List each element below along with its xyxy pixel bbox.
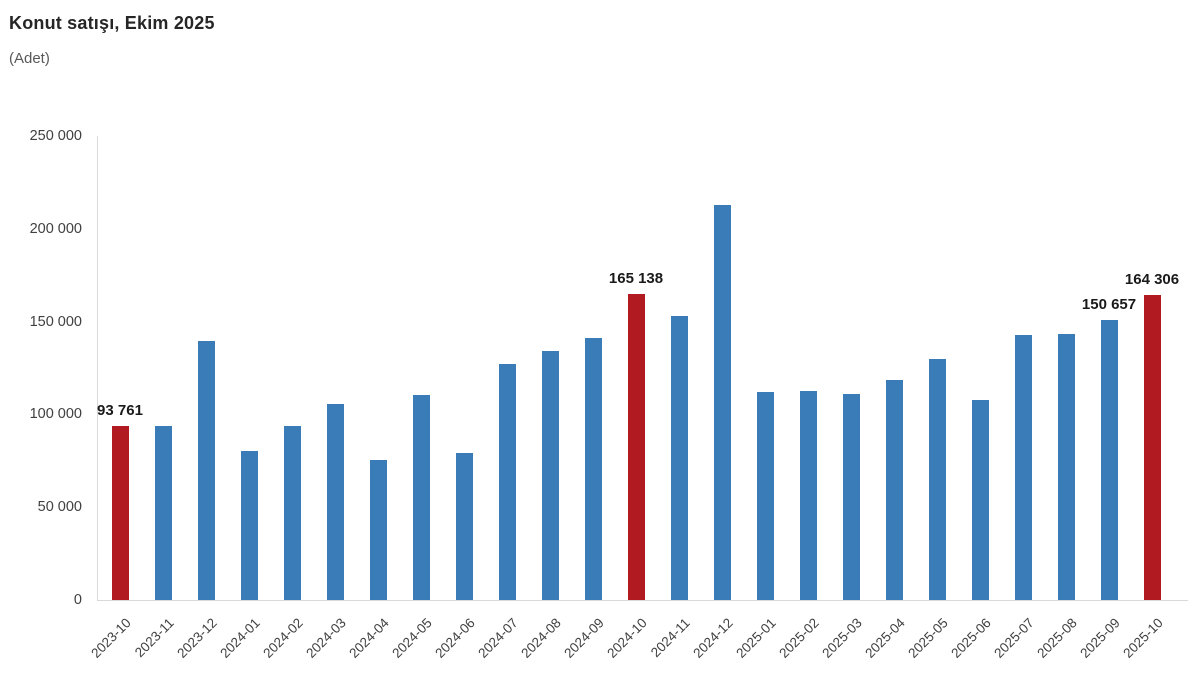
bar-2025-05 bbox=[928, 358, 946, 600]
y-tick-label: 50 000 bbox=[37, 499, 82, 516]
bar-2024-11 bbox=[670, 316, 688, 600]
bar-2024-02 bbox=[283, 425, 301, 600]
x-axis-baseline bbox=[97, 600, 1188, 601]
x-tick-label: 2024-03 bbox=[303, 615, 350, 661]
x-tick-label: 2025-01 bbox=[733, 615, 780, 661]
bar-2024-12 bbox=[713, 205, 731, 600]
bar-2023-11 bbox=[154, 426, 172, 600]
bar-value-label: 164 306 bbox=[1124, 271, 1180, 289]
bar-2024-05 bbox=[412, 394, 430, 600]
chart-title: Konut satışı, Ekim 2025 bbox=[9, 13, 215, 33]
bar-2024-08 bbox=[541, 351, 559, 600]
x-tick-label: 2024-01 bbox=[217, 615, 264, 661]
x-tick-label: 2024-07 bbox=[475, 615, 522, 661]
x-tick-label: 2025-05 bbox=[905, 615, 952, 661]
bar-2025-10 bbox=[1143, 295, 1161, 600]
bar-2023-10 bbox=[111, 425, 129, 600]
x-tick-label: 2024-06 bbox=[432, 615, 479, 661]
x-tick-label: 2025-10 bbox=[1120, 615, 1167, 661]
x-tick-label: 2023-12 bbox=[174, 615, 221, 661]
bar-2025-04 bbox=[885, 380, 903, 600]
x-tick-label: 2024-05 bbox=[389, 615, 436, 661]
y-tick-label: 0 bbox=[73, 592, 82, 608]
x-tick-label: 2025-04 bbox=[862, 615, 909, 661]
y-tick-label: 200 000 bbox=[29, 220, 82, 237]
chart-unit-subtitle: (Adet) bbox=[9, 50, 50, 67]
bar-2025-06 bbox=[971, 400, 989, 600]
bar-2024-07 bbox=[498, 364, 516, 600]
bar-2025-03 bbox=[842, 394, 860, 600]
bar-2024-09 bbox=[584, 338, 602, 600]
x-tick-label: 2025-02 bbox=[776, 615, 823, 661]
bar-2023-12 bbox=[197, 341, 215, 600]
y-tick-label: 100 000 bbox=[29, 406, 82, 423]
bar-2024-06 bbox=[455, 452, 473, 600]
x-tick-label: 2024-11 bbox=[648, 615, 694, 661]
bar-2025-02 bbox=[799, 390, 817, 600]
x-tick-label: 2024-12 bbox=[690, 615, 737, 661]
bar-2024-04 bbox=[369, 459, 387, 600]
bar-2024-10 bbox=[627, 293, 645, 600]
bar-value-label: 150 657 bbox=[1081, 296, 1137, 314]
bar-2025-07 bbox=[1014, 334, 1032, 600]
y-axis-line bbox=[97, 136, 98, 600]
y-tick-label: 150 000 bbox=[29, 313, 82, 330]
x-tick-label: 2025-07 bbox=[991, 615, 1038, 661]
y-tick-label: 250 000 bbox=[29, 128, 82, 144]
bar-2025-08 bbox=[1057, 333, 1075, 600]
x-tick-label: 2025-03 bbox=[819, 615, 866, 661]
x-tick-label: 2024-10 bbox=[604, 615, 651, 661]
x-tick-label: 2025-06 bbox=[948, 615, 995, 661]
x-tick-label: 2024-09 bbox=[561, 615, 608, 661]
bar-2024-03 bbox=[326, 404, 344, 600]
bar-2025-01 bbox=[756, 391, 774, 600]
x-tick-label: 2023-10 bbox=[88, 615, 135, 661]
bar-value-label: 93 761 bbox=[97, 401, 143, 419]
bar-2024-01 bbox=[240, 450, 258, 600]
bar-value-label: 165 138 bbox=[608, 269, 664, 287]
x-tick-label: 2025-08 bbox=[1034, 615, 1081, 661]
x-tick-label: 2024-02 bbox=[260, 615, 307, 661]
x-tick-label: 2024-04 bbox=[346, 615, 393, 661]
bar-2025-09 bbox=[1100, 320, 1118, 600]
x-tick-label: 2023-11 bbox=[132, 615, 178, 661]
x-tick-label: 2024-08 bbox=[518, 615, 565, 661]
x-tick-label: 2025-09 bbox=[1077, 615, 1124, 661]
